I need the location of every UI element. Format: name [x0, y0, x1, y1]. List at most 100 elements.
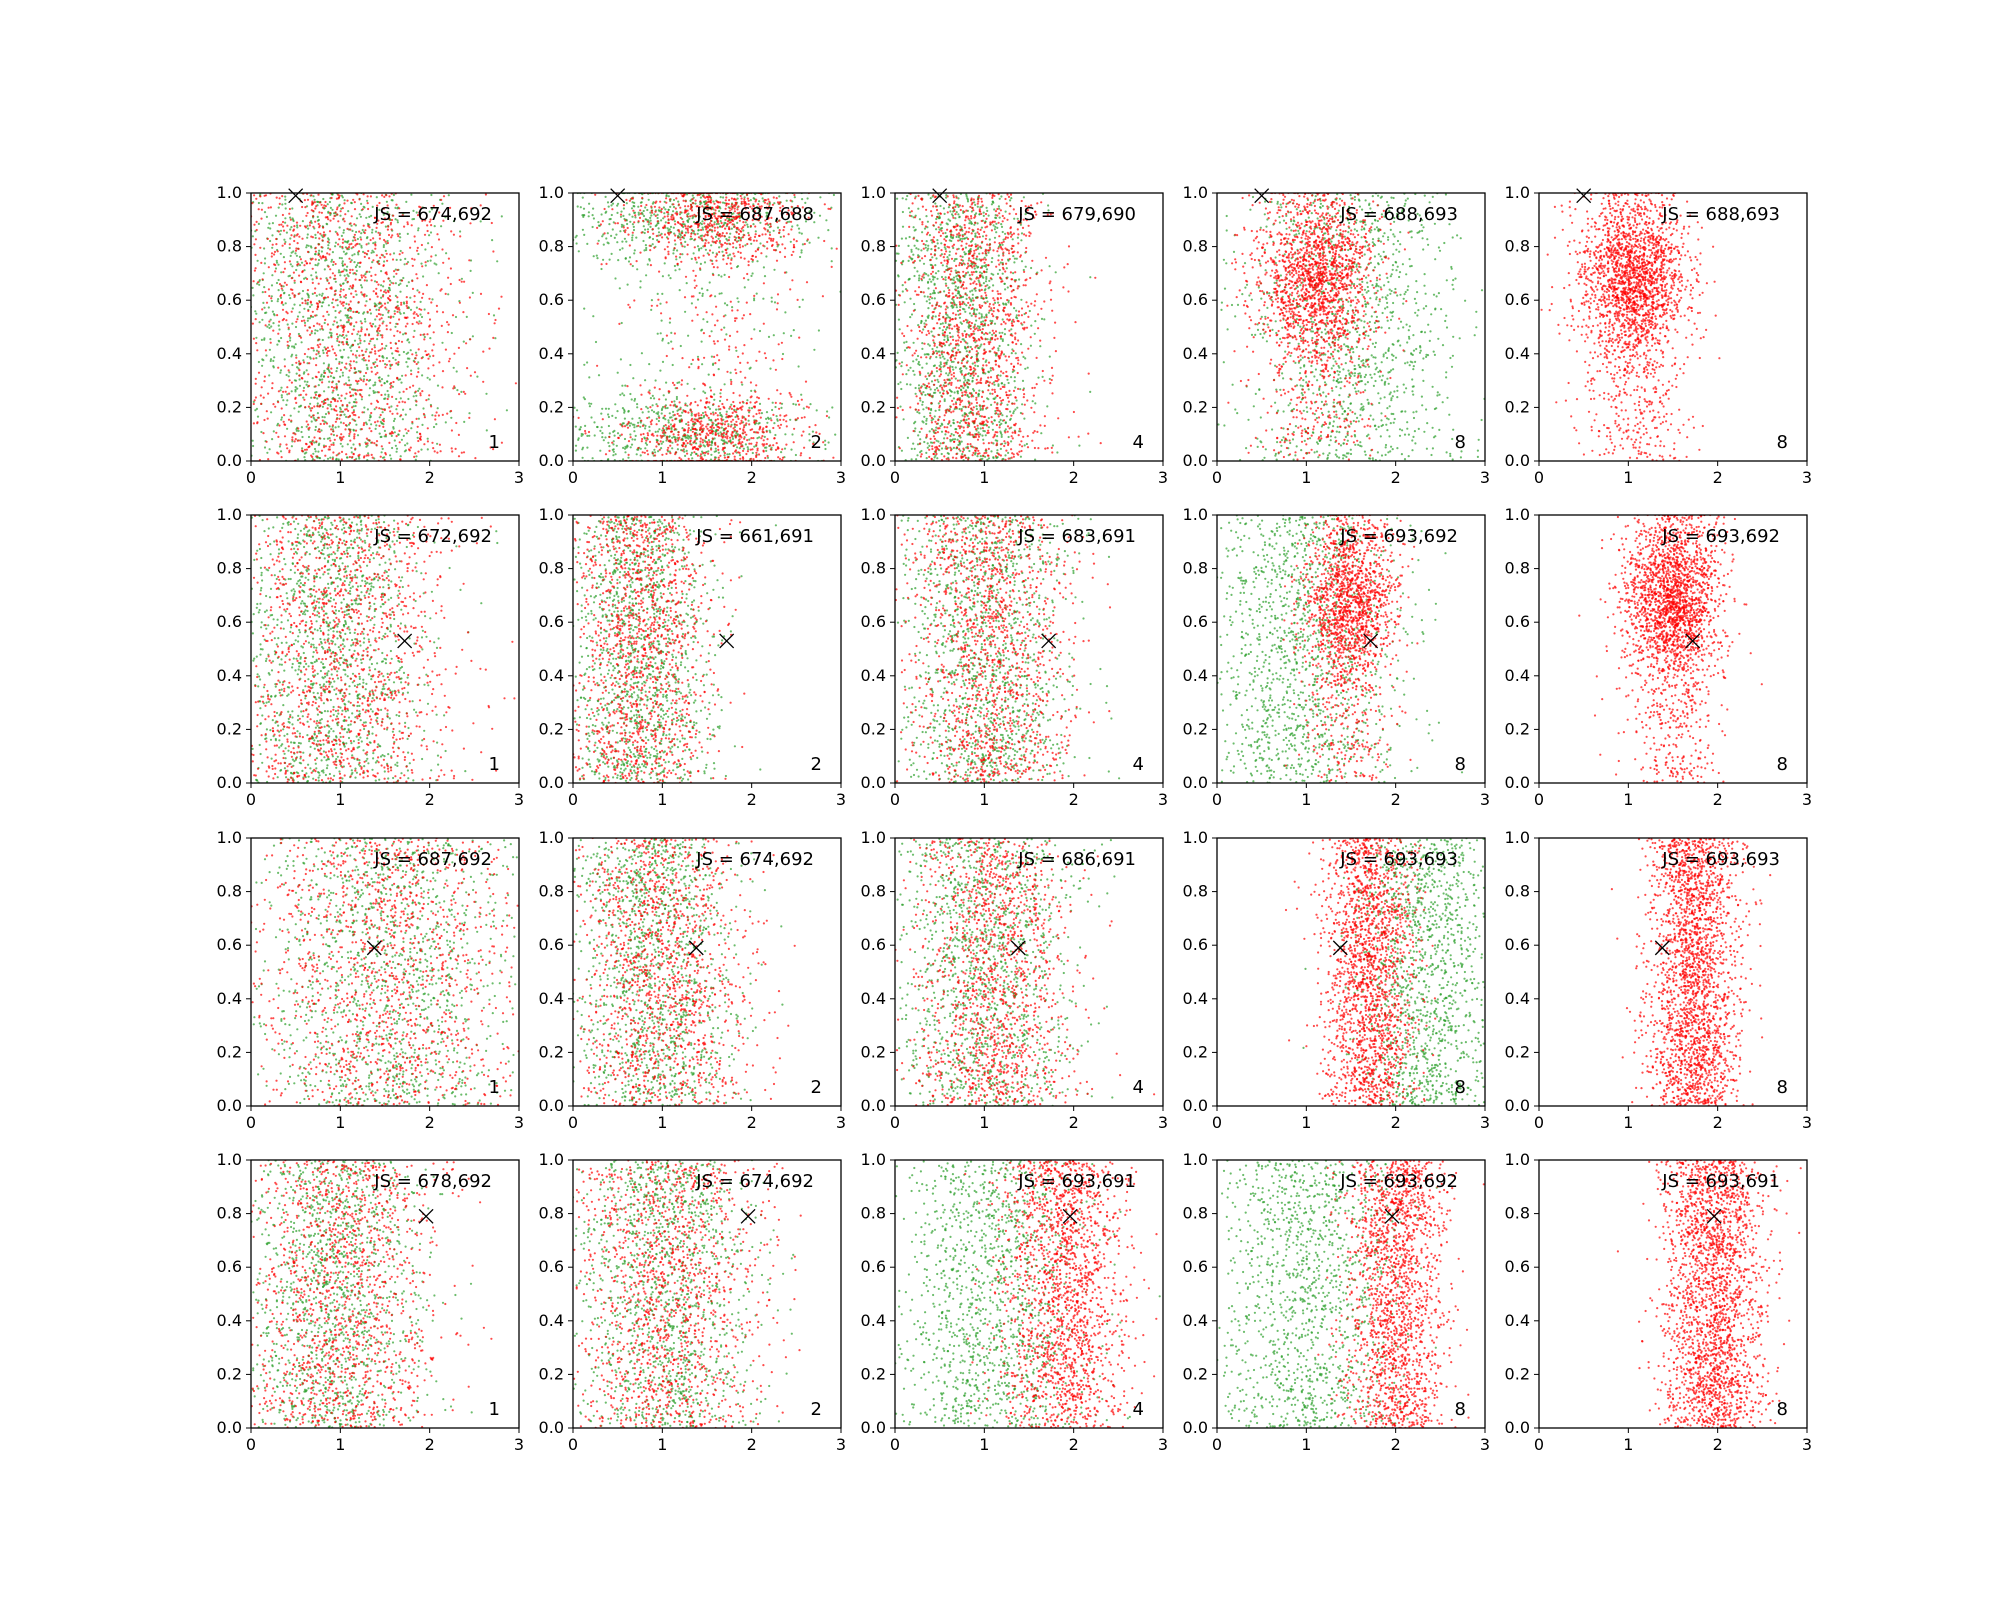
data-point-red — [628, 244, 631, 247]
data-point-red — [348, 391, 352, 394]
data-point-green — [324, 412, 328, 416]
data-point-green — [290, 445, 293, 448]
data-point-red — [372, 290, 375, 293]
data-point-red — [348, 306, 351, 309]
y-tick-label: 0.8 — [217, 237, 242, 256]
data-point-red — [693, 433, 696, 436]
data-point-green — [631, 438, 634, 441]
data-point-red — [742, 226, 745, 229]
data-point-green — [370, 251, 373, 254]
data-point-red — [648, 440, 652, 443]
data-point-red — [738, 438, 741, 441]
data-point-green — [415, 404, 418, 407]
data-point-green — [344, 397, 347, 400]
data-point-red — [608, 435, 611, 439]
data-point-red — [318, 428, 321, 431]
data-point-red — [646, 437, 649, 440]
data-point-green — [335, 388, 338, 391]
data-point-red — [330, 385, 333, 389]
data-point-green — [335, 321, 339, 324]
data-point-green — [307, 244, 310, 247]
data-point-red — [677, 431, 680, 434]
data-point-red — [693, 246, 696, 249]
data-point-red — [698, 421, 701, 424]
data-point-green — [395, 408, 398, 411]
data-point-red — [717, 448, 720, 451]
data-point-green — [604, 436, 607, 439]
data-point-red — [420, 243, 423, 247]
data-point-red — [431, 349, 434, 352]
data-point-red — [344, 408, 347, 411]
data-point-green — [721, 201, 725, 204]
data-point-red — [415, 313, 418, 316]
data-point-red — [654, 210, 657, 213]
data-point-red — [740, 408, 743, 411]
data-point-red — [716, 266, 719, 269]
data-point-green — [664, 208, 667, 211]
data-point-green — [574, 444, 578, 447]
data-point-green — [282, 256, 285, 259]
data-point-green — [677, 408, 680, 411]
data-point-green — [580, 432, 583, 436]
data-point-green — [649, 397, 653, 400]
data-point-green — [586, 242, 589, 245]
data-point-green — [433, 225, 436, 228]
data-point-red — [379, 455, 382, 458]
data-point-red — [406, 223, 409, 226]
data-point-red — [725, 249, 728, 252]
data-point-green — [323, 268, 326, 271]
data-point-green — [612, 450, 615, 453]
data-point-green — [768, 231, 771, 234]
data-point-green — [334, 316, 337, 319]
data-point-red — [414, 452, 417, 455]
data-point-green — [685, 449, 688, 452]
data-point-green — [348, 434, 351, 438]
data-point-red — [332, 260, 335, 264]
data-point-green — [298, 311, 301, 314]
data-point-green — [296, 226, 299, 229]
data-point-green — [280, 271, 283, 274]
data-point-green — [382, 213, 385, 216]
data-point-green — [396, 300, 399, 303]
data-point-red — [378, 301, 381, 304]
data-point-red — [680, 379, 684, 382]
data-point-red — [691, 358, 695, 361]
data-point-green — [630, 207, 634, 210]
data-point-green — [623, 447, 627, 450]
data-point-red — [716, 354, 719, 357]
data-point-green — [594, 340, 598, 344]
data-point-green — [719, 414, 722, 417]
data-point-red — [381, 334, 384, 337]
data-point-green — [607, 458, 610, 461]
data-point-green — [366, 408, 369, 411]
data-point-green — [660, 219, 663, 222]
data-point-green — [712, 200, 715, 203]
data-point-red — [323, 235, 326, 238]
data-point-red — [417, 371, 420, 374]
data-point-green — [393, 417, 396, 420]
data-point-green — [718, 241, 721, 244]
data-point-red — [304, 406, 307, 409]
data-point-green — [398, 232, 401, 235]
data-point-red — [435, 411, 438, 414]
data-point-red — [413, 235, 416, 238]
data-point-green — [756, 260, 759, 263]
data-point-green — [711, 251, 715, 254]
data-point-red — [779, 418, 782, 421]
data-point-red — [730, 267, 733, 270]
data-point-green — [574, 449, 578, 452]
data-point-green — [668, 412, 671, 415]
data-point-red — [417, 322, 420, 325]
data-point-green — [584, 424, 587, 427]
data-point-green — [597, 374, 601, 377]
data-point-red — [382, 264, 385, 267]
data-point-green — [393, 431, 396, 434]
data-point-red — [385, 194, 388, 197]
data-point-green — [699, 196, 703, 199]
data-point-red — [768, 233, 772, 236]
data-point-red — [415, 362, 418, 366]
data-point-green — [400, 381, 403, 384]
data-point-red — [295, 247, 298, 250]
data-point-red — [429, 218, 432, 221]
data-point-green — [436, 407, 439, 410]
